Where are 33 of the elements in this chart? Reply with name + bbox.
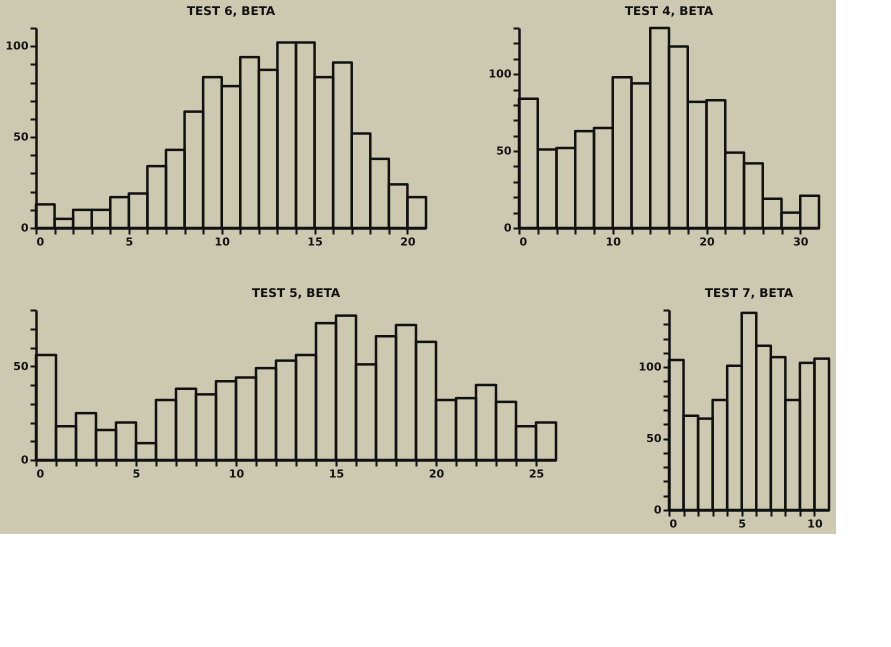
- y-tick-label: 0: [20, 222, 29, 234]
- x-tick-label: 15: [307, 236, 323, 248]
- x-tick-label: 5: [126, 236, 134, 248]
- chart-title: TEST 4, BETA: [624, 4, 714, 18]
- y-tick-label: 50: [13, 360, 29, 373]
- x-tick-label: 0: [520, 236, 528, 248]
- x-tick-label: 10: [228, 468, 244, 480]
- y-tick-label: 50: [496, 144, 512, 158]
- chart-title: TEST 7, BETA: [704, 286, 794, 300]
- x-tick-label: 30: [793, 236, 809, 248]
- y-tick-label: 0: [654, 504, 662, 516]
- x-tick-label: 5: [738, 518, 746, 530]
- y-tick-label: 50: [13, 130, 29, 144]
- x-tick-label: 5: [132, 468, 140, 480]
- y-tick-label: 100: [638, 360, 662, 374]
- y-tick-label: 50: [646, 432, 662, 446]
- x-tick-label: 0: [36, 468, 44, 480]
- y-tick-label: 0: [504, 222, 512, 234]
- x-tick-label: 10: [807, 518, 823, 530]
- x-tick-label: 20: [699, 236, 715, 248]
- x-tick-label: 0: [670, 518, 678, 530]
- x-tick-label: 15: [328, 468, 344, 480]
- x-tick-label: 20: [428, 468, 444, 480]
- x-tick-label: 25: [528, 468, 544, 480]
- y-tick-label: 100: [6, 40, 29, 53]
- chart-title: TEST 6, BETA: [186, 4, 276, 18]
- chart-title: TEST 5, BETA: [252, 286, 341, 300]
- y-tick-label: 0: [20, 454, 29, 466]
- x-tick-label: 0: [36, 236, 44, 248]
- x-tick-label: 10: [606, 236, 622, 248]
- x-tick-label: 10: [214, 236, 230, 248]
- x-tick-label: 20: [400, 236, 416, 248]
- y-tick-label: 100: [488, 68, 512, 81]
